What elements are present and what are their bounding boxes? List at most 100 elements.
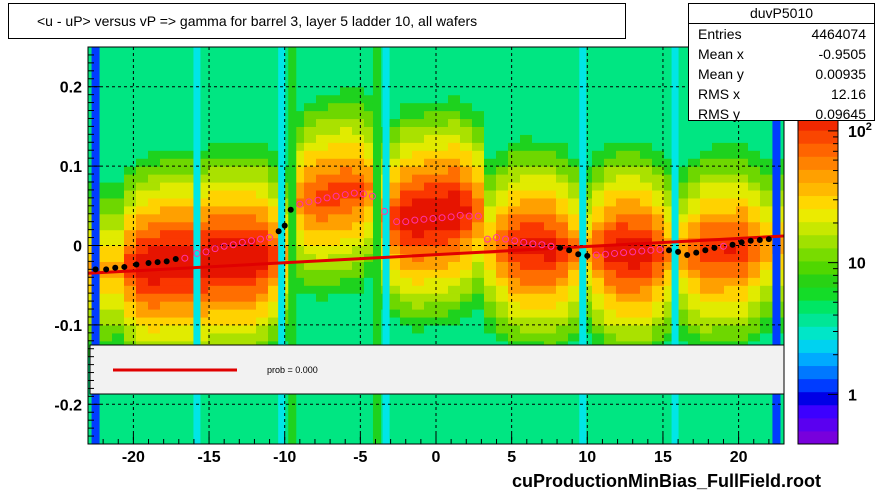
heatmap-cell — [508, 47, 521, 56]
heatmap-cell — [400, 269, 413, 278]
heatmap-cell — [148, 102, 161, 112]
heatmap-cell — [112, 309, 125, 318]
heatmap-cell — [112, 54, 125, 64]
heatmap-cell — [520, 78, 533, 88]
heatmap-cell — [388, 332, 401, 342]
heatmap-cell — [496, 396, 509, 405]
heatmap-cell — [460, 197, 473, 207]
heatmap-cell — [112, 420, 125, 429]
heatmap-cell — [424, 166, 437, 175]
heatmap-cell — [148, 126, 161, 135]
heatmap-cell — [112, 142, 125, 151]
heatmap-cell — [628, 102, 641, 112]
heatmap-cell — [160, 54, 173, 64]
heatmap-cell — [580, 78, 593, 88]
heatmap-cell — [628, 62, 641, 72]
heatmap-cell — [340, 118, 353, 127]
heatmap-cell — [436, 396, 449, 405]
profile-point-open — [611, 249, 619, 257]
profile-point-open — [493, 234, 501, 242]
heatmap-cell — [448, 269, 461, 278]
heatmap-cell — [376, 110, 389, 120]
heatmap-cell — [664, 436, 677, 444]
heatmap-cell — [544, 229, 557, 239]
heatmap-cell — [568, 428, 581, 437]
profile-point-open — [411, 216, 419, 224]
profile-point-filled — [666, 247, 673, 254]
heatmap-cell — [412, 189, 425, 199]
heatmap-cell — [268, 420, 281, 429]
heatmap-cell — [592, 213, 605, 223]
heatmap-cell — [292, 174, 305, 183]
heatmap-cell — [352, 221, 365, 231]
heatmap-cell — [604, 189, 617, 199]
heatmap-cell — [304, 332, 317, 342]
heatmap-cell — [664, 142, 677, 151]
heatmap-cell — [220, 324, 233, 334]
heatmap-cell — [268, 205, 281, 215]
heatmap-cell — [304, 420, 317, 429]
heatmap-cell — [124, 189, 137, 199]
profile-point-open — [529, 240, 537, 248]
heatmap-cell — [688, 245, 701, 255]
heatmap-cell — [616, 150, 629, 159]
heatmap-cell — [568, 316, 581, 326]
heatmap-cell — [328, 332, 341, 342]
heatmap-cell — [148, 166, 161, 175]
heatmap-cell — [100, 134, 113, 143]
heatmap-cell — [112, 213, 125, 223]
heatmap-cell — [352, 70, 365, 80]
heatmap-cell — [736, 229, 749, 239]
heatmap-cell — [688, 134, 701, 143]
color-scale-band — [798, 221, 838, 236]
heatmap-cell — [388, 316, 401, 326]
heatmap-cell — [364, 412, 377, 421]
heatmap-cell — [532, 70, 545, 80]
heatmap-cell — [268, 174, 281, 183]
heatmap-cell — [412, 404, 425, 413]
heatmap-cell — [148, 118, 161, 127]
heatmap-cell — [364, 110, 377, 120]
heatmap-cell — [268, 245, 281, 255]
heatmap-cell — [376, 150, 389, 159]
dead-strip — [671, 47, 679, 444]
heatmap-cell — [472, 158, 485, 167]
heatmap-cell — [388, 428, 401, 437]
heatmap-cell — [160, 126, 173, 135]
heatmap-cell — [748, 436, 761, 444]
heatmap-cell — [232, 285, 245, 294]
heatmap-cell — [220, 70, 233, 80]
heatmap-cell — [388, 150, 401, 159]
heatmap-cell — [424, 86, 437, 96]
x-tick-label: -15 — [197, 449, 220, 466]
heatmap-cell — [232, 245, 245, 255]
heatmap-cell — [172, 396, 185, 405]
heatmap-cell — [376, 118, 389, 127]
heatmap-cell — [436, 102, 449, 112]
heatmap-cell — [580, 245, 593, 255]
heatmap-cell — [316, 237, 329, 247]
heatmap-cell — [592, 197, 605, 207]
heatmap-cell — [388, 54, 401, 64]
heatmap-cell — [304, 142, 317, 151]
heatmap-cell — [664, 181, 677, 191]
heatmap-cell — [484, 142, 497, 151]
heatmap-cell — [664, 189, 677, 199]
heatmap-cell — [676, 62, 689, 72]
heatmap-cell — [484, 126, 497, 135]
heatmap-cell — [316, 166, 329, 175]
heatmap-cell — [424, 428, 437, 437]
heatmap-cell — [484, 229, 497, 239]
heatmap-cell — [232, 94, 245, 104]
heatmap-cell — [112, 332, 125, 342]
heatmap-cell — [148, 269, 161, 278]
heatmap-cell — [340, 301, 353, 310]
heatmap-cell — [664, 396, 677, 405]
heatmap-cell — [628, 301, 641, 310]
heatmap-cell — [376, 205, 389, 215]
heatmap-cell — [148, 62, 161, 72]
heatmap-cell — [112, 189, 125, 199]
heatmap-cell — [460, 158, 473, 167]
heatmap-cell — [676, 197, 689, 207]
heatmap-cell — [352, 62, 365, 72]
